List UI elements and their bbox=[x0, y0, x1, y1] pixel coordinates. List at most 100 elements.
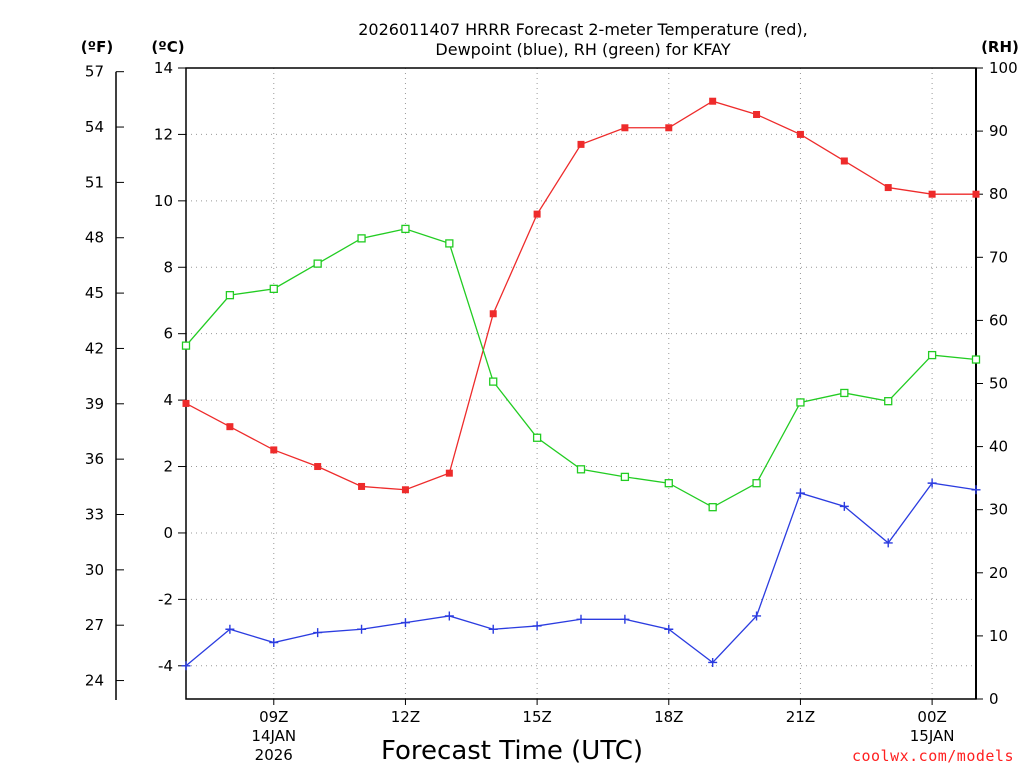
fahrenheit-tick-label: 36 bbox=[85, 450, 104, 468]
dewpoint-point bbox=[839, 501, 849, 511]
rh-unit-label: (RH) bbox=[981, 38, 1019, 56]
rh-tick-label: 0 bbox=[989, 690, 999, 708]
temperature-line bbox=[185, 100, 976, 491]
temperature-point bbox=[314, 463, 322, 471]
celsius-tick-label: -4 bbox=[158, 657, 173, 675]
dewpoint-point bbox=[313, 628, 323, 638]
rh-point bbox=[664, 479, 673, 488]
x-tick-label: 21Z bbox=[786, 708, 815, 726]
x-tick-label: 00Z bbox=[917, 708, 946, 726]
x-tick-label: 15Z bbox=[522, 708, 551, 726]
dewpoint-point bbox=[357, 624, 367, 634]
dewpoint-point bbox=[971, 485, 981, 495]
credit-text: coolwx.com/models bbox=[852, 747, 1014, 765]
dewpoint-point bbox=[576, 614, 586, 624]
dewpoint-line bbox=[185, 482, 977, 667]
data-series bbox=[181, 97, 981, 671]
temperature-point bbox=[401, 486, 409, 494]
rh-point bbox=[401, 224, 410, 234]
temperature-point bbox=[972, 190, 980, 198]
fahrenheit-tick-label: 45 bbox=[85, 284, 104, 302]
rh-tick-label: 80 bbox=[989, 185, 1008, 203]
dewpoint-point bbox=[269, 638, 279, 648]
celsius-tick-label: 0 bbox=[163, 524, 173, 542]
dewpoint-point bbox=[400, 618, 410, 628]
dewpoint-point bbox=[225, 624, 235, 634]
x-tick-year-label: 2026 bbox=[255, 746, 293, 764]
rh-tick-label: 90 bbox=[989, 122, 1008, 140]
rh-point bbox=[357, 234, 366, 243]
rh-point bbox=[708, 503, 717, 512]
dewpoint-point bbox=[752, 611, 762, 621]
rh-point bbox=[445, 239, 454, 248]
dewpoint-point bbox=[532, 621, 542, 631]
fahrenheit-tick-label: 48 bbox=[85, 229, 104, 247]
fahrenheit-tick-label: 33 bbox=[85, 505, 104, 523]
rh-point bbox=[576, 465, 586, 474]
celsius-tick-label: 6 bbox=[163, 325, 173, 343]
rh-point bbox=[620, 472, 630, 482]
gridlines bbox=[186, 68, 976, 699]
temperature-point bbox=[840, 157, 848, 165]
rh-point bbox=[884, 397, 893, 406]
temperature-point bbox=[358, 482, 366, 490]
temperature-point bbox=[753, 110, 761, 118]
temperature-point bbox=[489, 310, 497, 318]
x-tick-label: 09Z bbox=[259, 708, 288, 726]
chart-title-line2: Dewpoint (blue), RH (green) for KFAY bbox=[435, 40, 730, 59]
rh-tick-label: 70 bbox=[989, 248, 1008, 266]
temperature-point bbox=[709, 97, 717, 105]
dewpoint-point bbox=[883, 538, 893, 548]
fahrenheit-tick-label: 27 bbox=[85, 616, 104, 634]
dewpoint-point bbox=[620, 614, 630, 624]
x-axis-label: Forecast Time (UTC) bbox=[381, 736, 643, 766]
fahrenheit-tick-label: 30 bbox=[85, 561, 104, 579]
celsius-tick-label: 10 bbox=[154, 192, 173, 210]
celsius-tick-label: 4 bbox=[163, 391, 173, 409]
celsius-tick-label: 8 bbox=[163, 258, 173, 276]
rh-tick-label: 20 bbox=[989, 564, 1008, 582]
rh-tick-label: 50 bbox=[989, 375, 1008, 393]
celsius-tick-label: 12 bbox=[154, 125, 173, 143]
rh-point bbox=[269, 284, 278, 294]
fahrenheit-tick-label: 54 bbox=[85, 118, 104, 136]
dewpoint-point bbox=[181, 661, 191, 671]
rh-point bbox=[225, 291, 235, 300]
celsius-unit-label: (ºC) bbox=[151, 38, 184, 56]
temperature-point bbox=[182, 399, 190, 407]
temperature-point bbox=[621, 124, 629, 132]
x-tick-date-label: 14JAN bbox=[251, 727, 296, 745]
temperature-point bbox=[533, 210, 541, 218]
dewpoint-point bbox=[795, 488, 805, 498]
dewpoint-point bbox=[927, 478, 937, 488]
dewpoint-point bbox=[488, 624, 498, 634]
fahrenheit-tick-label: 51 bbox=[85, 173, 104, 191]
celsius-tick-label: 2 bbox=[163, 458, 173, 476]
rh-tick-label: 10 bbox=[989, 627, 1008, 645]
rh-point bbox=[971, 355, 981, 364]
axes bbox=[115, 67, 983, 705]
temperature-point bbox=[665, 124, 673, 132]
rh-tick-label: 30 bbox=[989, 501, 1008, 519]
rh-point bbox=[840, 388, 849, 398]
rh-tick-label: 60 bbox=[989, 311, 1008, 329]
rh-point bbox=[796, 398, 805, 407]
dewpoint-point bbox=[664, 624, 674, 634]
rh-point bbox=[532, 433, 542, 442]
fahrenheit-unit-label: (ºF) bbox=[81, 38, 113, 56]
rh-point bbox=[489, 377, 498, 386]
x-tick-date-label: 15JAN bbox=[910, 727, 955, 745]
dewpoint-point bbox=[708, 657, 718, 667]
temperature-point bbox=[884, 184, 892, 192]
fahrenheit-tick-label: 24 bbox=[85, 672, 104, 690]
rh-point bbox=[313, 259, 322, 268]
rh-tick-label: 100 bbox=[989, 59, 1018, 77]
temperature-point bbox=[577, 140, 585, 148]
fahrenheit-tick-label: 39 bbox=[85, 395, 104, 413]
temperature-point bbox=[445, 469, 453, 477]
rh-point bbox=[927, 350, 937, 360]
rh-tick-label: 40 bbox=[989, 438, 1008, 456]
x-tick-label: 12Z bbox=[391, 708, 420, 726]
